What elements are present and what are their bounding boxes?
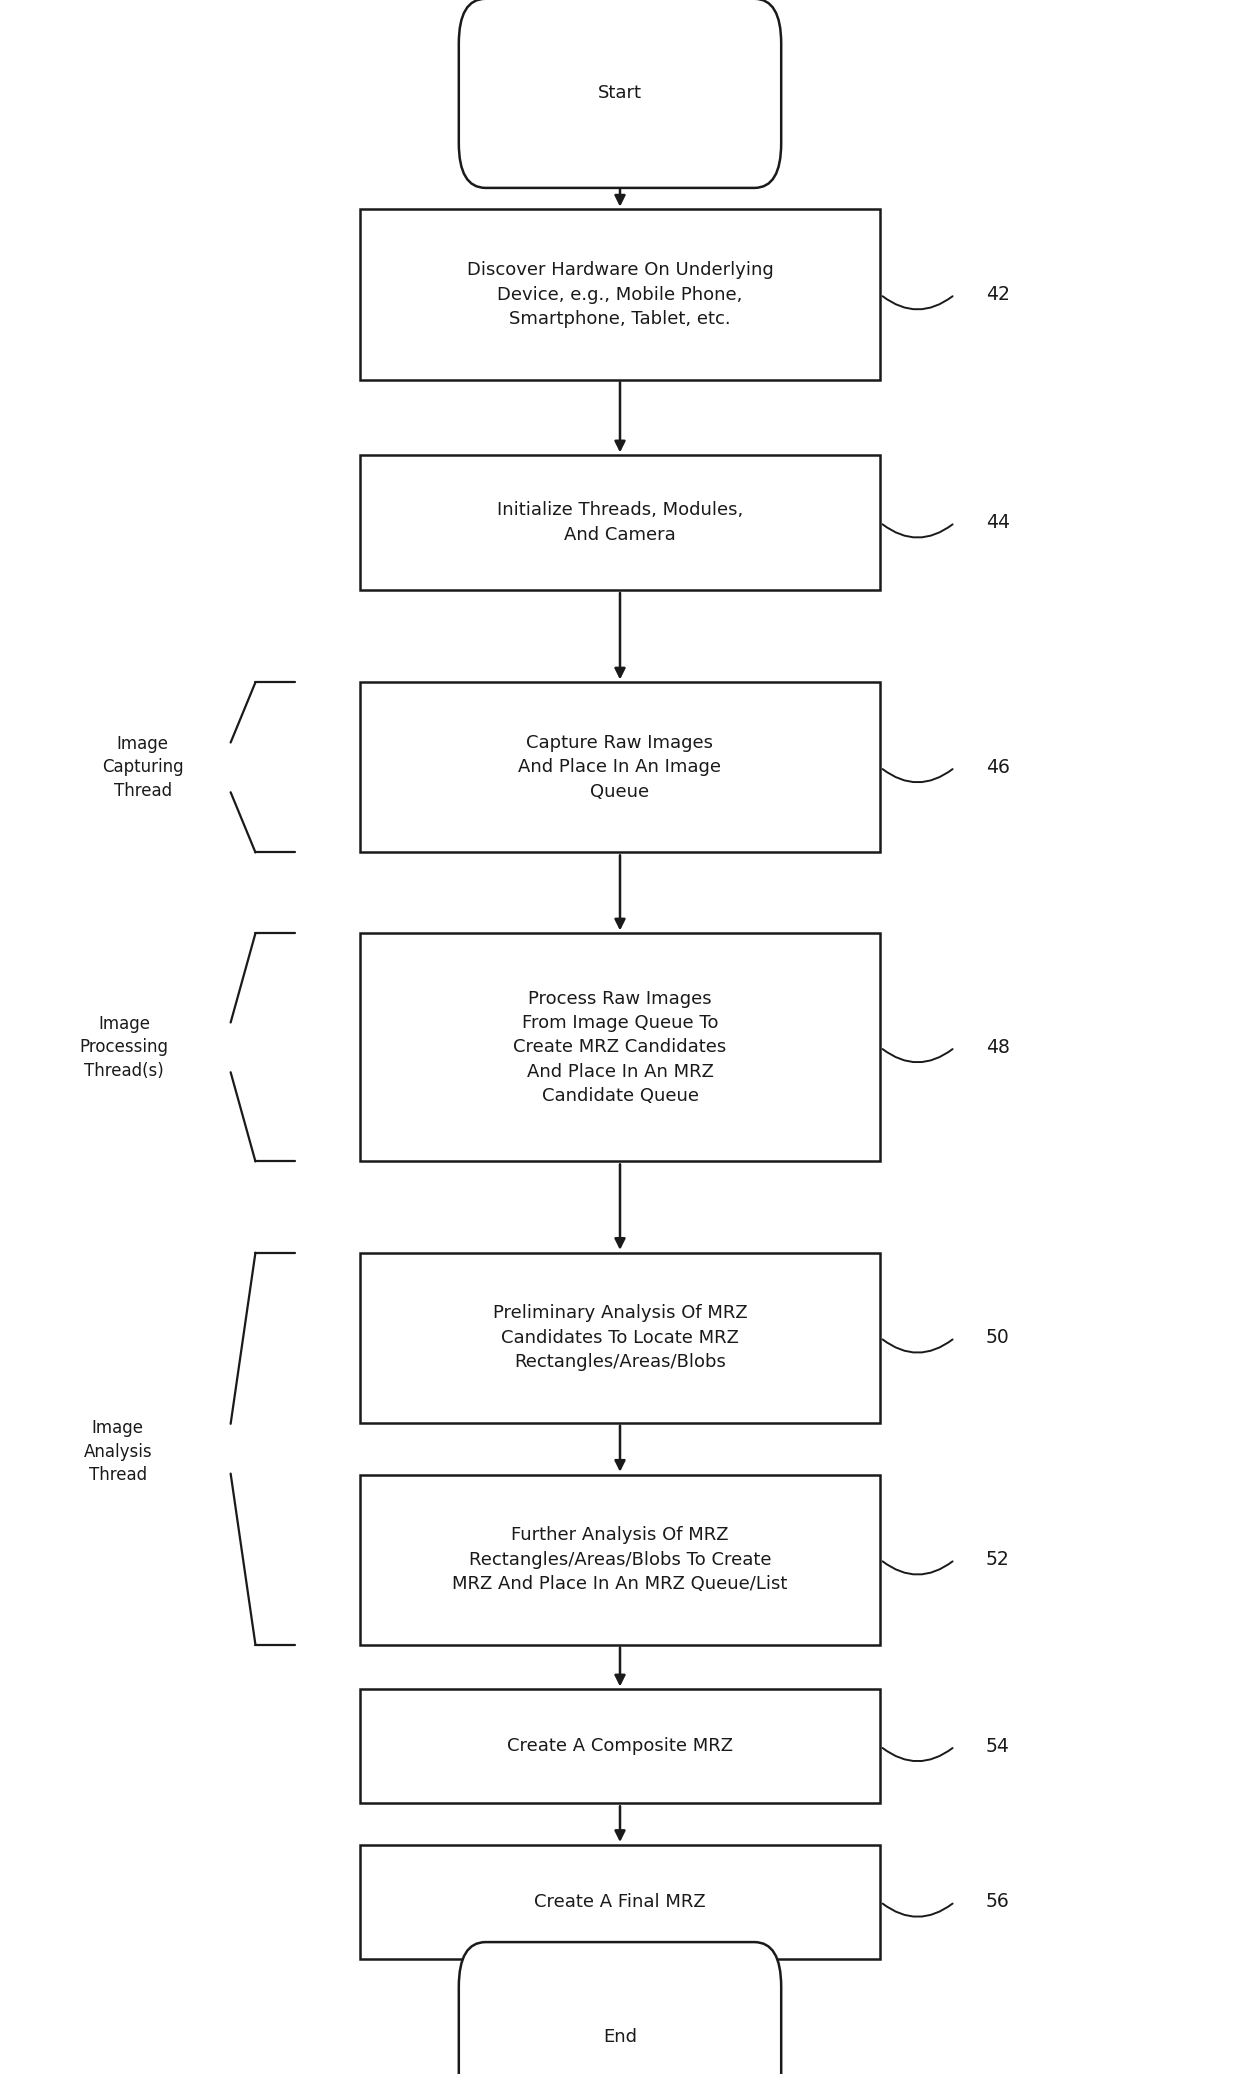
Text: Initialize Threads, Modules,
And Camera: Initialize Threads, Modules, And Camera — [497, 502, 743, 543]
Text: 44: 44 — [986, 512, 1009, 533]
Text: 54: 54 — [986, 1736, 1009, 1757]
Text: Create A Composite MRZ: Create A Composite MRZ — [507, 1738, 733, 1755]
Text: 52: 52 — [986, 1549, 1009, 1570]
FancyBboxPatch shape — [459, 0, 781, 189]
Bar — [360, 1253, 880, 1423]
Text: End: End — [603, 2028, 637, 2045]
Bar — [360, 454, 880, 589]
Text: 42: 42 — [986, 284, 1009, 305]
Bar — [360, 209, 880, 380]
Bar — [360, 1475, 880, 1645]
Text: 48: 48 — [986, 1037, 1009, 1058]
Text: Start: Start — [598, 85, 642, 102]
Text: Preliminary Analysis Of MRZ
Candidates To Locate MRZ
Rectangles/Areas/Blobs: Preliminary Analysis Of MRZ Candidates T… — [492, 1305, 748, 1371]
Bar — [360, 1846, 880, 1958]
Text: Image
Analysis
Thread: Image Analysis Thread — [83, 1419, 153, 1485]
Text: Image
Capturing
Thread: Image Capturing Thread — [102, 734, 184, 801]
Text: Image
Processing
Thread(s): Image Processing Thread(s) — [79, 1014, 169, 1081]
Text: Process Raw Images
From Image Queue To
Create MRZ Candidates
And Place In An MRZ: Process Raw Images From Image Queue To C… — [513, 989, 727, 1105]
Bar — [360, 1688, 880, 1802]
Text: Further Analysis Of MRZ
Rectangles/Areas/Blobs To Create
MRZ And Place In An MRZ: Further Analysis Of MRZ Rectangles/Areas… — [453, 1526, 787, 1593]
Text: Capture Raw Images
And Place In An Image
Queue: Capture Raw Images And Place In An Image… — [518, 734, 722, 801]
Text: Discover Hardware On Underlying
Device, e.g., Mobile Phone,
Smartphone, Tablet, : Discover Hardware On Underlying Device, … — [466, 261, 774, 328]
Text: Create A Final MRZ: Create A Final MRZ — [534, 1894, 706, 1910]
Bar — [360, 682, 880, 852]
FancyBboxPatch shape — [459, 1941, 781, 2074]
Text: 56: 56 — [986, 1891, 1009, 1912]
Bar — [360, 933, 880, 1161]
Text: 50: 50 — [986, 1327, 1009, 1348]
Text: 46: 46 — [986, 757, 1009, 778]
